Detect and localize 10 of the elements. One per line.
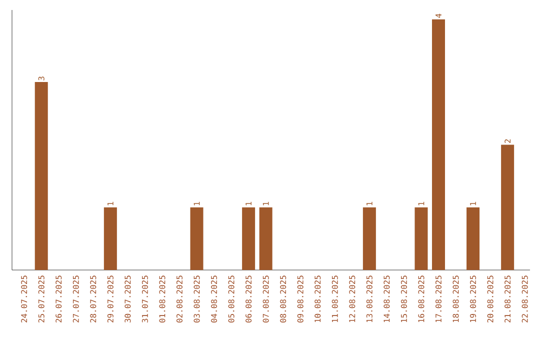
bar [466, 207, 480, 270]
bar [501, 144, 514, 270]
bar [414, 207, 428, 270]
bar [432, 19, 445, 270]
bar [34, 82, 48, 270]
bar [362, 207, 376, 270]
bar [104, 207, 117, 270]
bar [190, 207, 204, 270]
bar [242, 207, 256, 270]
bar [259, 207, 272, 270]
